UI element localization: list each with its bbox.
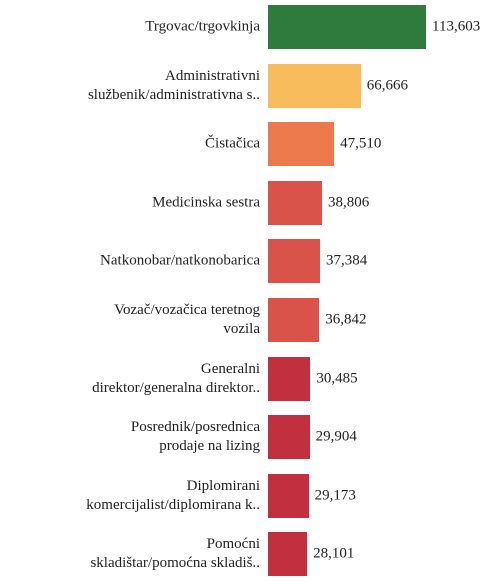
- value-label: 36,842: [325, 311, 367, 328]
- bar: [268, 5, 426, 49]
- bar: [268, 532, 308, 577]
- category-label: Diplomirani komercijalist/diplomirana k.…: [86, 477, 260, 513]
- category-label: Čistačica: [205, 135, 260, 152]
- value-label: 28,101: [313, 545, 355, 562]
- bar: [268, 415, 310, 460]
- category-label: Medicinska sestra: [152, 194, 260, 211]
- category-label: Natkonobar/natkonobarica: [100, 252, 260, 269]
- bar: [268, 122, 335, 167]
- bar: [268, 63, 361, 108]
- bar: [268, 298, 320, 342]
- value-label: 29,173: [314, 487, 356, 504]
- bar: [268, 180, 322, 225]
- value-label: 113,603: [432, 18, 481, 35]
- bar: [268, 356, 311, 401]
- category-label: Pomoćni skladištar/pomoćna skladiš..: [90, 536, 260, 572]
- category-label: Vozač/vozačica teretnog vozila: [114, 302, 260, 337]
- value-label: 38,806: [327, 194, 370, 211]
- value-label: 30,485: [316, 370, 358, 387]
- bar: [268, 239, 320, 284]
- category-label: Generalni direktor/generalna direktor..: [92, 360, 260, 396]
- category-label: Administrativni službenik/administrativn…: [87, 67, 260, 103]
- category-label: Posrednik/posrednica prodaje na lizing: [130, 419, 260, 455]
- value-label: 29,904: [315, 428, 357, 445]
- value-label: 37,384: [325, 252, 368, 269]
- value-label: 47,510: [340, 135, 382, 152]
- value-label: 66,666: [366, 77, 408, 94]
- bar: [268, 473, 309, 518]
- category-label: Trgovac/trgovkinja: [145, 18, 260, 35]
